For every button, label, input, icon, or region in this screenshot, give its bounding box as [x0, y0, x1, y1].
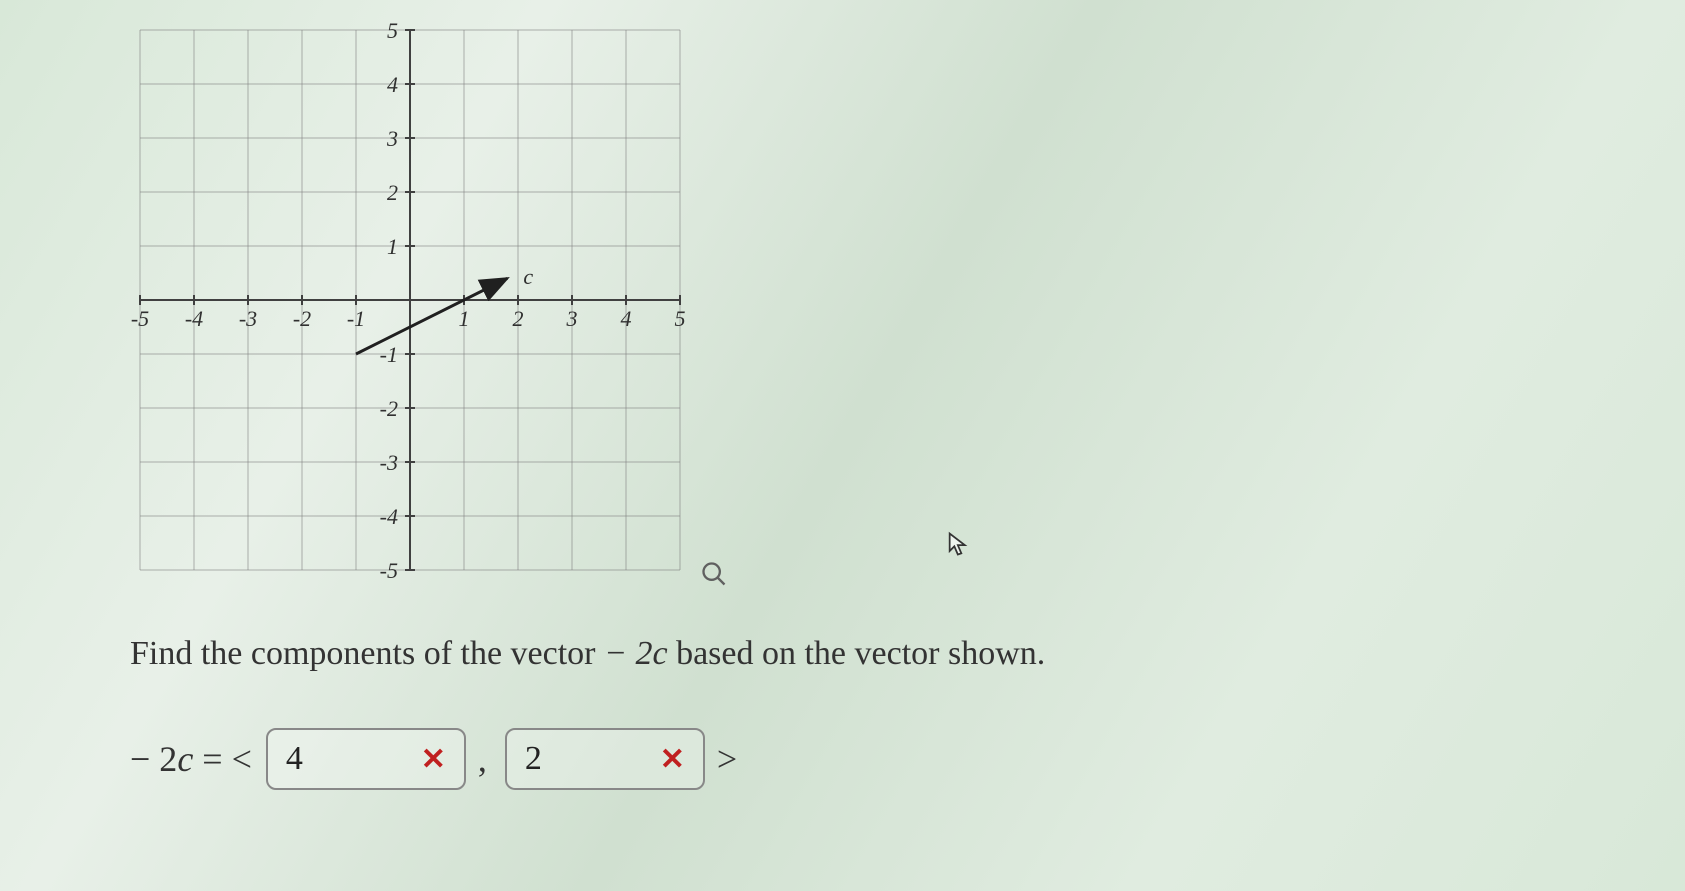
vector-chart: -5 -4 -3 -2 -1 1 2 3 4 5 1 2 3 4 5 -1 -2 -3 -4 -5 c [130, 20, 690, 580]
lhs-prefix: − 2 [130, 739, 177, 779]
svg-text:1: 1 [387, 234, 398, 259]
svg-text:-1: -1 [347, 306, 365, 331]
svg-text:-5: -5 [131, 306, 149, 331]
svg-text:-4: -4 [185, 306, 203, 331]
svg-text:4: 4 [621, 306, 632, 331]
question-text: Find the components of the vector − 2c b… [130, 635, 1585, 673]
chart-svg: -5 -4 -3 -2 -1 1 2 3 4 5 1 2 3 4 5 -1 -2 -3 -4 -5 c [130, 20, 690, 580]
zoom-icon[interactable] [698, 558, 730, 590]
question-math: − 2c [604, 635, 668, 672]
svg-text:-3: -3 [380, 450, 398, 475]
wrong-icon-2: ✕ [660, 742, 685, 777]
answer-comma: , [478, 738, 487, 780]
svg-text:-2: -2 [293, 306, 311, 331]
svg-text:c: c [523, 264, 533, 289]
svg-text:2: 2 [387, 180, 398, 205]
wrong-icon-1: ✕ [421, 742, 446, 777]
svg-text:-1: -1 [380, 342, 398, 367]
answer-input-2-value: 2 [525, 740, 650, 778]
svg-text:5: 5 [675, 306, 686, 331]
answer-close: > [717, 738, 737, 780]
answer-input-1-value: 4 [286, 740, 411, 778]
svg-text:5: 5 [387, 20, 398, 43]
svg-text:-3: -3 [239, 306, 257, 331]
svg-text:-4: -4 [380, 504, 398, 529]
cursor-icon [945, 530, 973, 563]
problem-page: -5 -4 -3 -2 -1 1 2 3 4 5 1 2 3 4 5 -1 -2 -3 -4 -5 c Find the… [0, 0, 1685, 891]
svg-text:-2: -2 [380, 396, 398, 421]
answer-lhs: − 2c = < [130, 738, 252, 780]
lhs-eq: = < [193, 739, 252, 779]
answer-row: − 2c = < 4 ✕ , 2 ✕ > [130, 728, 1585, 790]
svg-text:-5: -5 [380, 558, 398, 580]
svg-text:4: 4 [387, 72, 398, 97]
svg-text:3: 3 [566, 306, 578, 331]
question-prefix: Find the components of the vector [130, 635, 604, 672]
svg-text:3: 3 [386, 126, 398, 151]
question-suffix: based on the vector shown. [668, 635, 1046, 672]
lhs-var: c [177, 739, 193, 779]
svg-text:2: 2 [513, 306, 524, 331]
answer-input-2[interactable]: 2 ✕ [505, 728, 705, 790]
answer-input-1[interactable]: 4 ✕ [266, 728, 466, 790]
svg-text:1: 1 [459, 306, 470, 331]
